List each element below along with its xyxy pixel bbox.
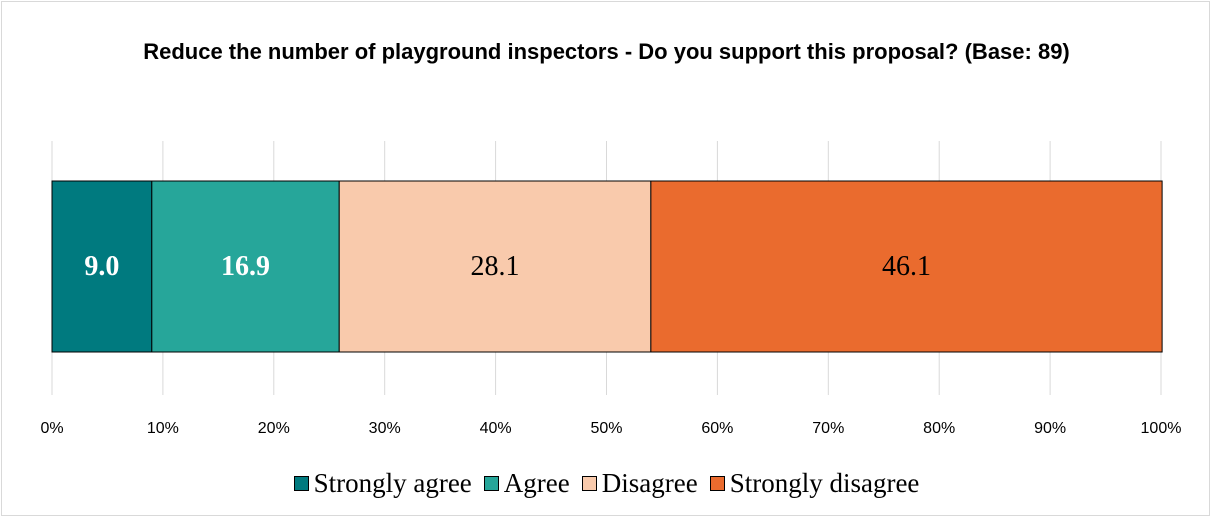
x-tick-label: 60% — [701, 420, 733, 437]
x-tick-label: 80% — [923, 420, 955, 437]
data-label: 46.1 — [882, 251, 931, 282]
legend-swatch — [483, 476, 499, 491]
x-tick-label: 0% — [40, 420, 63, 437]
bar-segment-strongly-disagree — [650, 180, 1163, 353]
legend-item: Strongly agree — [293, 468, 472, 499]
x-tick-label: 40% — [480, 420, 512, 437]
legend: Strongly agree Agree Disagree Strongly disa… — [0, 468, 1213, 499]
x-tick-label: 30% — [369, 420, 401, 437]
chart-title: Reduce the number of playground inspecto… — [143, 39, 1070, 64]
data-label: 9.0 — [84, 251, 119, 282]
legend-label: Strongly agree — [313, 468, 472, 498]
data-label: 28.1 — [471, 251, 520, 282]
data-label: 16.9 — [221, 251, 270, 282]
bar-segment-disagree — [338, 180, 652, 353]
legend-swatch — [709, 476, 725, 491]
x-tick-label: 10% — [147, 420, 179, 437]
legend-item: Disagree — [581, 468, 698, 499]
x-tick-label: 20% — [258, 420, 290, 437]
legend-label: Disagree — [601, 468, 698, 498]
legend-label: Agree — [503, 468, 570, 498]
bar-segment-agree — [151, 180, 340, 353]
x-tick-label: 100% — [1141, 420, 1182, 437]
legend-item: Agree — [483, 468, 570, 499]
x-tick-label: 90% — [1034, 420, 1066, 437]
legend-label: Strongly disagree — [729, 468, 920, 498]
legend-swatch — [581, 476, 597, 491]
x-tick-label: 70% — [812, 420, 844, 437]
legend-swatch — [293, 476, 309, 491]
x-tick-label: 50% — [590, 420, 622, 437]
legend-item: Strongly disagree — [709, 468, 920, 499]
